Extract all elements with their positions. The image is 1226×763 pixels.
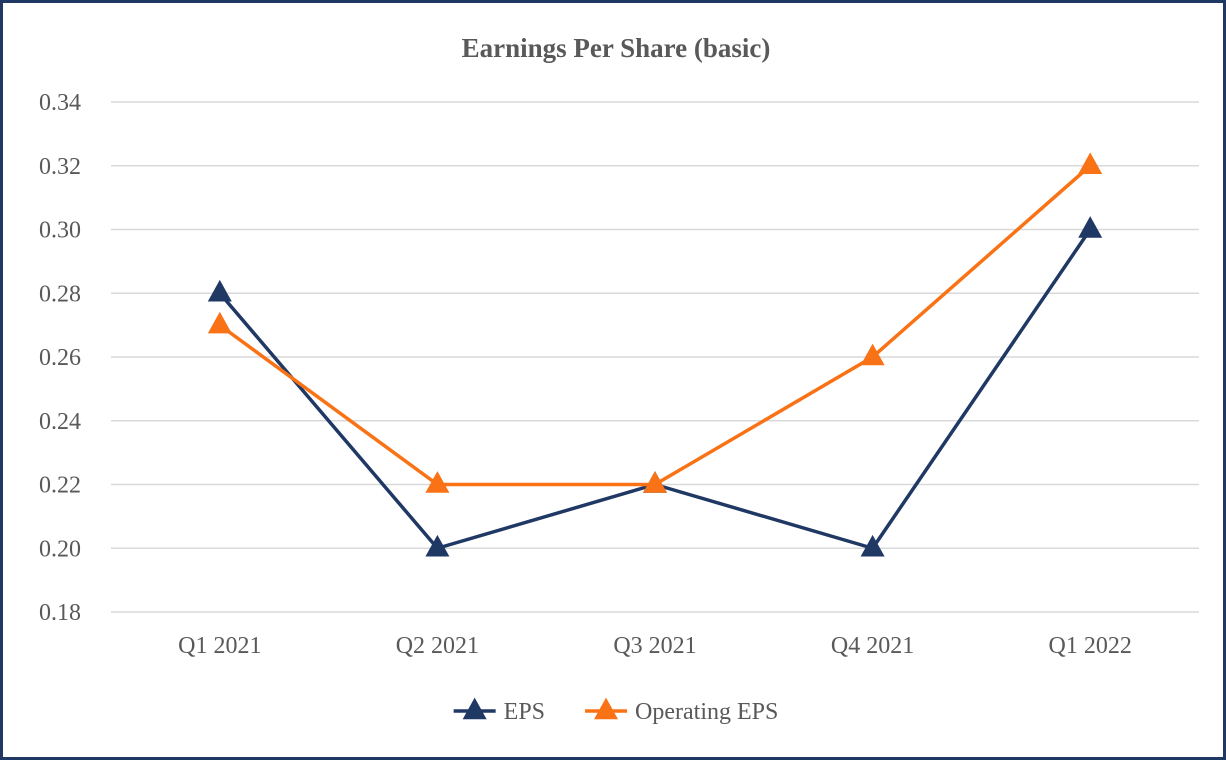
data-point-triangle [1078, 216, 1103, 238]
gridlines [111, 101, 1199, 613]
data-point-triangle [860, 534, 885, 557]
x-tick-label: Q4 2021 [831, 633, 914, 659]
data-point-triangle [207, 311, 232, 334]
y-tick-label: 0.20 [39, 536, 81, 562]
y-tick-label: 0.26 [39, 345, 81, 371]
legend: EPS Operating EPS [453, 697, 778, 725]
data-point-triangle [207, 279, 232, 302]
series-line [218, 164, 1092, 487]
x-axis-ticks: Q1 2021 Q2 2021 Q3 2021 Q4 2021 Q1 2022 [178, 633, 1132, 659]
y-tick-label: 0.28 [39, 281, 81, 307]
series-layer [207, 152, 1103, 557]
data-point-triangle [425, 471, 450, 493]
series-line [218, 228, 1092, 550]
x-tick-label: Q1 2021 [178, 633, 261, 659]
line-chart: Earnings Per Share (basic) 0.180.200.220… [39, 33, 1199, 725]
x-tick-label: Q3 2021 [613, 633, 696, 659]
x-tick-label: Q2 2021 [396, 633, 479, 659]
legend-marker-triangle [462, 697, 487, 720]
y-tick-label: 0.18 [39, 600, 81, 626]
data-point-triangle [860, 343, 885, 366]
series-eps [207, 216, 1103, 557]
x-tick-label: Q1 2022 [1049, 633, 1132, 659]
data-point-triangle [643, 471, 667, 493]
y-tick-label: 0.34 [39, 90, 81, 116]
y-tick-label: 0.30 [39, 218, 81, 244]
legend-label: Operating EPS [635, 699, 778, 725]
legend-item: Operating EPS [585, 697, 778, 725]
y-tick-label: 0.32 [39, 154, 81, 180]
legend-marker-triangle [594, 697, 619, 720]
data-point-triangle [1078, 152, 1103, 174]
y-axis-ticks: 0.18 0.20 0.22 0.24 0.26 0.28 0.30 0.32 0.34 [39, 90, 81, 626]
legend-item: EPS [453, 697, 545, 725]
y-tick-label: 0.22 [39, 473, 81, 499]
legend-label: EPS [504, 699, 545, 725]
series-operating-eps [207, 152, 1103, 493]
data-point-triangle [425, 534, 450, 557]
y-tick-label: 0.24 [39, 409, 81, 435]
chart-title: Earnings Per Share (basic) [462, 33, 771, 63]
